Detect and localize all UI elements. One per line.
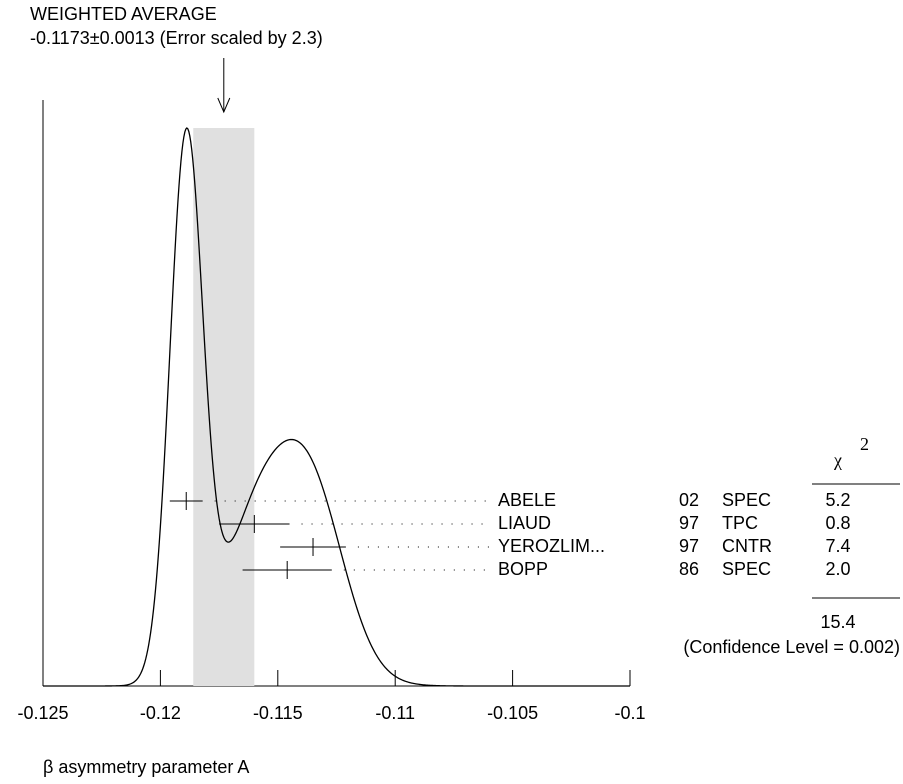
experiment-name: LIAUD (498, 513, 551, 533)
chi2-symbol: χ (833, 450, 842, 470)
experiment-name: BOPP (498, 559, 548, 579)
chi2-value: 7.4 (825, 536, 850, 556)
experiment-year: 97 (679, 513, 699, 533)
x-tick-label: -0.105 (487, 703, 538, 723)
experiment-technique: TPC (722, 513, 758, 533)
experiment-name: YEROZLIM... (498, 536, 605, 556)
experiment-year: 02 (679, 490, 699, 510)
experiment-technique: SPEC (722, 490, 771, 510)
x-tick-label: -0.115 (253, 703, 303, 723)
chi2-value: 0.8 (825, 513, 850, 533)
chi2-value: 5.2 (825, 490, 850, 510)
average-band (193, 128, 255, 686)
x-tick-label: -0.12 (140, 703, 181, 723)
x-tick-label: -0.1 (614, 703, 645, 723)
x-tick-label: -0.11 (375, 703, 415, 723)
experiment-name: ABELE (498, 490, 556, 510)
experiment-technique: SPEC (722, 559, 771, 579)
average-arrowhead (217, 97, 231, 114)
chart-subtitle: -0.1173±0.0013 (Error scaled by 2.3) (30, 28, 323, 48)
chart-title: WEIGHTED AVERAGE (30, 4, 217, 24)
ideogram-curve (43, 127, 630, 687)
confidence-level: (Confidence Level = 0.002) (683, 637, 900, 657)
chi2-total: 15.4 (820, 612, 855, 632)
experiment-year: 97 (679, 536, 699, 556)
chi2-exponent: 2 (860, 434, 869, 454)
chi2-value: 2.0 (825, 559, 850, 579)
x-axis-label: β asymmetry parameter A (43, 757, 249, 777)
x-tick-label: -0.125 (17, 703, 68, 723)
experiment-technique: CNTR (722, 536, 772, 556)
experiment-year: 86 (679, 559, 699, 579)
